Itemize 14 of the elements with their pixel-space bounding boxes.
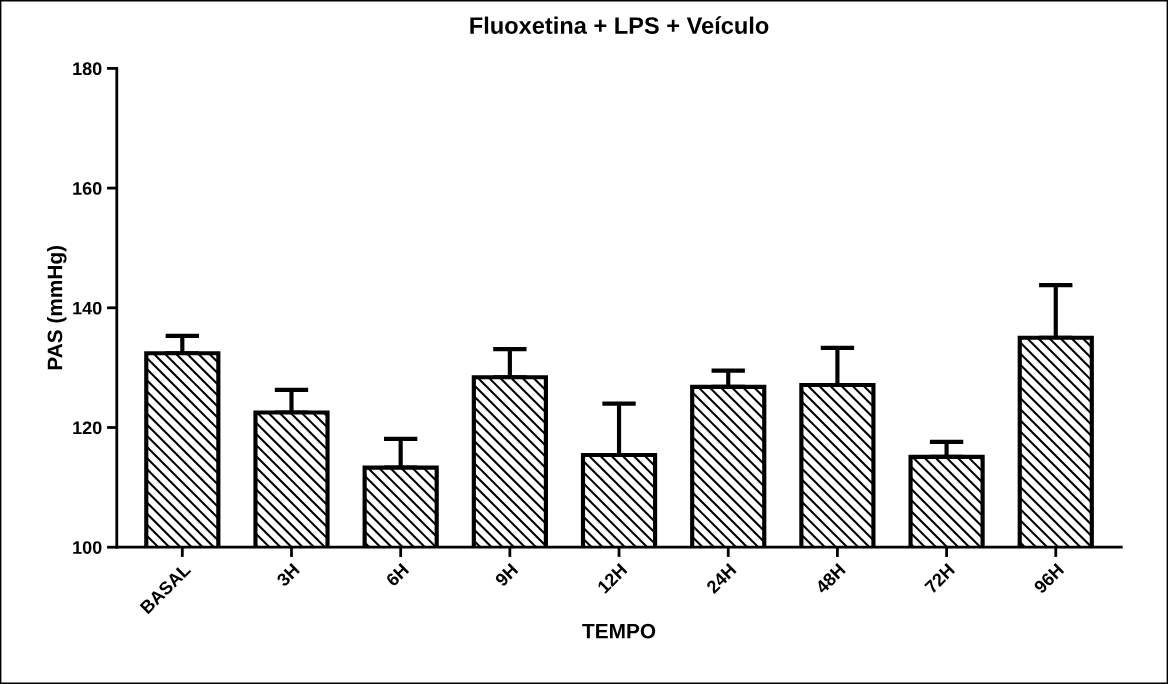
x-tick-label: 96H (1033, 562, 1065, 595)
x-tick-label: 6H (385, 562, 410, 588)
x-tick-label: 3H (275, 562, 301, 588)
y-tick-label: 100 (73, 541, 102, 554)
x-tick-label: 72H (924, 562, 955, 594)
y-tick-label: 140 (73, 301, 102, 315)
x-tick-label: 9H (494, 562, 519, 588)
y-tick-label: 120 (73, 421, 102, 435)
x-tick-label: 48H (814, 562, 846, 595)
y-tick-label: 160 (73, 182, 102, 195)
y-tick-label: 180 (73, 62, 102, 76)
y-axis-title: PAS (mmHg) (47, 245, 67, 370)
chart-title: Fluoxetina + LPS + Veículo (470, 16, 769, 34)
x-axis-title: TEMPO (582, 623, 656, 639)
